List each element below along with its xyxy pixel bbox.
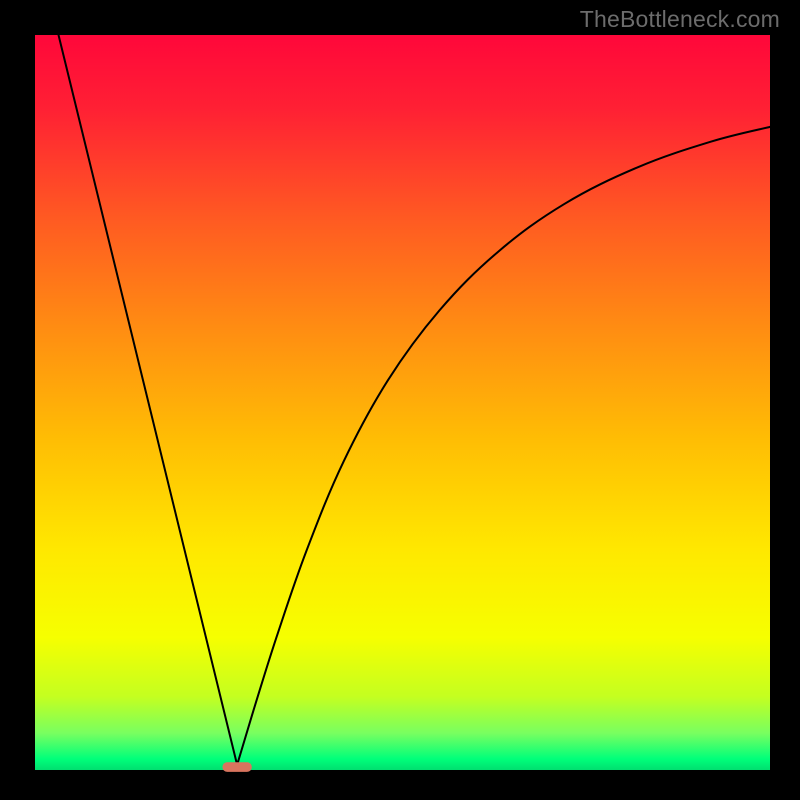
source-watermark: TheBottleneck.com (580, 6, 780, 33)
chart-container: TheBottleneck.com (0, 0, 800, 800)
bottleneck-marker (222, 762, 251, 772)
chart-svg (0, 0, 800, 800)
bottleneck-curve (59, 35, 770, 765)
